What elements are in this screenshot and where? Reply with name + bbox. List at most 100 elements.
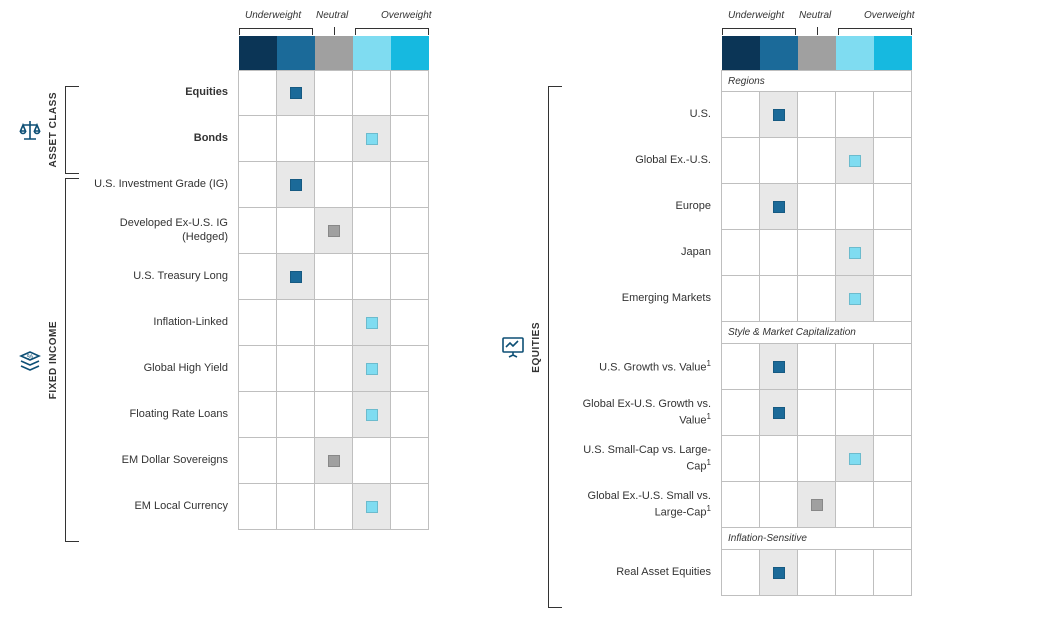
allocation-cell — [760, 138, 798, 184]
allocation-cell — [874, 184, 912, 230]
allocation-cell — [315, 116, 353, 162]
allocation-cell — [353, 254, 391, 300]
allocation-panel: EQUITIESUnderweightNeutralOverweightRegi… — [499, 10, 912, 610]
allocation-row: Bonds — [79, 116, 429, 162]
scale-swatch-3 — [836, 36, 874, 70]
scale-swatch-1 — [277, 36, 315, 70]
allocation-cell — [277, 300, 315, 346]
underweight-label: Underweight — [728, 10, 784, 21]
allocation-marker — [290, 271, 302, 283]
allocation-row: U.S. Investment Grade (IG) — [79, 162, 429, 208]
allocation-cell — [798, 184, 836, 230]
allocation-marker — [290, 179, 302, 191]
scale-swatch-0 — [239, 36, 277, 70]
side-column: ASSET CLASS% FIXED INCOME — [16, 10, 79, 610]
allocation-cell — [277, 162, 315, 208]
allocation-cell — [277, 484, 315, 530]
allocation-row: Europe — [562, 184, 912, 230]
allocation-cell — [874, 138, 912, 184]
allocation-cell — [315, 484, 353, 530]
allocation-cell — [760, 482, 798, 528]
row-label: Emerging Markets — [562, 276, 722, 322]
allocation-cell — [239, 438, 277, 484]
allocation-cell — [315, 254, 353, 300]
allocation-cell — [836, 92, 874, 138]
allocation-cell — [353, 208, 391, 254]
allocation-cell — [315, 70, 353, 116]
allocation-cell — [353, 116, 391, 162]
allocation-cell — [391, 438, 429, 484]
allocation-cell — [315, 392, 353, 438]
allocation-row: Developed Ex-U.S. IG (Hedged) — [79, 208, 429, 254]
allocation-cell — [836, 482, 874, 528]
svg-text:%: % — [27, 354, 33, 361]
allocation-marker — [366, 363, 378, 375]
allocation-cell — [760, 436, 798, 482]
section-header-row: Inflation-Sensitive — [562, 528, 912, 550]
allocation-cell — [239, 300, 277, 346]
allocation-row: EM Local Currency — [79, 484, 429, 530]
section-header-label: Regions — [722, 70, 912, 92]
grid-wrap: UnderweightNeutralOverweightRegionsU.S.G… — [562, 10, 912, 610]
side-bracket — [65, 86, 79, 174]
allocation-marker — [849, 155, 861, 167]
allocation-row: EM Dollar Sovereigns — [79, 438, 429, 484]
allocation-cell — [353, 300, 391, 346]
grid-wrap: UnderweightNeutralOverweight EquitiesBond… — [79, 10, 429, 610]
allocation-marker — [773, 567, 785, 579]
row-label: EM Local Currency — [79, 484, 239, 530]
allocation-cell — [353, 162, 391, 208]
allocation-row: Inflation-Linked — [79, 300, 429, 346]
allocation-marker — [773, 361, 785, 373]
allocation-row: U.S. — [562, 92, 912, 138]
allocation-cell — [391, 162, 429, 208]
allocation-cell — [836, 390, 874, 436]
overweight-label: Overweight — [864, 10, 915, 21]
allocation-cell — [836, 138, 874, 184]
allocation-marker — [366, 409, 378, 421]
row-label: EM Dollar Sovereigns — [79, 438, 239, 484]
row-label: Global Ex.-U.S. — [562, 138, 722, 184]
row-label: Japan — [562, 230, 722, 276]
allocation-row: U.S. Treasury Long — [79, 254, 429, 300]
row-label: U.S. Investment Grade (IG) — [79, 162, 239, 208]
allocation-cell — [798, 138, 836, 184]
allocation-cell — [836, 230, 874, 276]
allocation-row: Global Ex.-U.S. Small vs. Large-Cap1 — [562, 482, 912, 528]
allocation-marker — [366, 501, 378, 513]
allocation-cell — [722, 436, 760, 482]
row-label: Developed Ex-U.S. IG (Hedged) — [79, 208, 239, 254]
allocation-cell — [798, 276, 836, 322]
row-label: Real Asset Equities — [562, 550, 722, 596]
allocation-cell — [239, 254, 277, 300]
allocation-cell — [760, 344, 798, 390]
allocation-cell — [391, 208, 429, 254]
allocation-cell — [353, 438, 391, 484]
allocation-cell — [353, 346, 391, 392]
side-bracket — [548, 86, 562, 608]
allocation-cell — [277, 346, 315, 392]
side-group-asset-class: ASSET CLASS — [16, 84, 79, 176]
row-label: Europe — [562, 184, 722, 230]
row-label: Equities — [79, 70, 239, 116]
allocation-cell — [277, 254, 315, 300]
side-group-label: EQUITIES — [531, 322, 542, 373]
presentation-icon — [499, 335, 527, 359]
scale-swatch-4 — [391, 36, 429, 70]
allocation-cell — [798, 550, 836, 596]
allocation-cell — [239, 208, 277, 254]
allocation-row: Global Ex-U.S. Growth vs. Value1 — [562, 390, 912, 436]
allocation-cell — [760, 390, 798, 436]
allocation-cell — [836, 344, 874, 390]
allocation-cell — [391, 346, 429, 392]
allocation-cell — [836, 276, 874, 322]
row-label: Global Ex-U.S. Growth vs. Value1 — [562, 390, 722, 436]
weight-header-labels: UnderweightNeutralOverweight — [79, 10, 429, 28]
weight-scale-row — [79, 36, 429, 70]
weight-header-brackets — [562, 28, 912, 36]
allocation-cell — [722, 276, 760, 322]
side-group-label: FIXED INCOME — [48, 321, 59, 399]
row-label: Bonds — [79, 116, 239, 162]
allocation-marker — [773, 201, 785, 213]
allocation-cell — [798, 436, 836, 482]
